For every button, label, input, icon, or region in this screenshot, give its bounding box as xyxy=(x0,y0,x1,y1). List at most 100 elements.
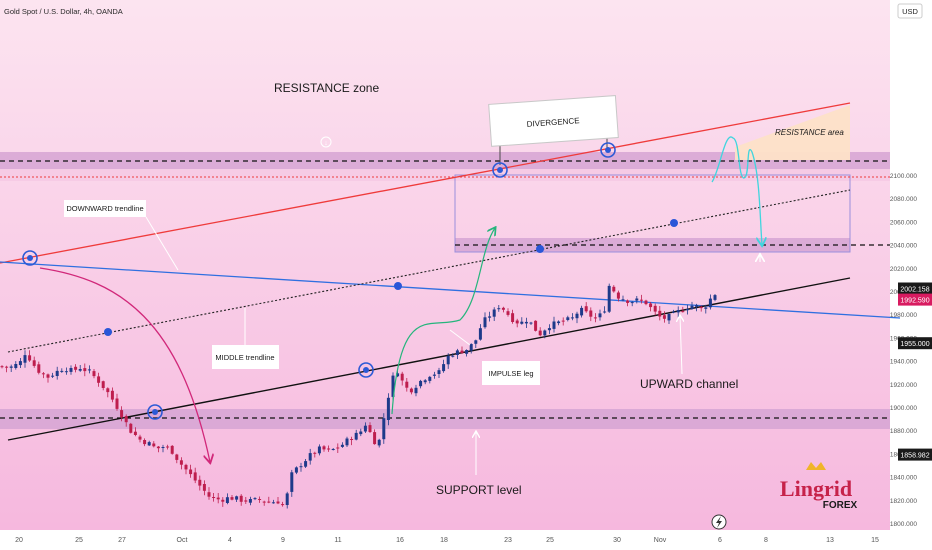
price-tags-group: 2002.158 1992.590 1955.000 1858.982 xyxy=(898,282,932,461)
candle-body xyxy=(377,439,381,446)
candle-body xyxy=(465,350,469,354)
x-tick-label: 20 xyxy=(15,537,23,544)
candle-body xyxy=(138,436,142,440)
x-tick-label: 13 xyxy=(826,537,834,544)
candle-body xyxy=(409,388,413,393)
x-tick-label: 8 xyxy=(764,537,768,544)
x-tick-label: Oct xyxy=(177,537,188,544)
pivot-dot-1 xyxy=(27,255,33,261)
crown-icon xyxy=(806,462,826,470)
candle-body xyxy=(193,472,197,481)
downward-trendline xyxy=(0,261,901,319)
upward-channel-label: UPWARD channel xyxy=(640,377,738,391)
y-tick-label: 2100.000 xyxy=(890,173,917,180)
candle-body xyxy=(5,366,9,368)
touch-dot-2 xyxy=(394,282,402,290)
candle-body xyxy=(147,442,151,446)
candle-body xyxy=(672,311,676,313)
candle-body xyxy=(235,496,239,500)
x-tick-label: 9 xyxy=(281,537,285,544)
candle-body xyxy=(133,431,137,435)
candle-body xyxy=(37,364,41,373)
time-axis-panel xyxy=(0,530,890,550)
channel-callout-line xyxy=(680,316,682,375)
candle-body xyxy=(248,499,252,503)
candle-body xyxy=(64,371,68,373)
resistance-area-box xyxy=(735,105,850,160)
candle-body xyxy=(400,373,404,381)
candle-body xyxy=(524,321,528,324)
candle-body xyxy=(262,501,266,503)
divergence-box xyxy=(488,95,619,147)
candle-body xyxy=(285,493,289,505)
candle-body xyxy=(561,320,565,322)
support-level-band xyxy=(0,409,890,429)
candle-body xyxy=(74,366,78,370)
touch-dot-1 xyxy=(104,328,112,336)
price-tag-bg xyxy=(898,282,932,295)
candle-body xyxy=(106,388,110,393)
candle-body xyxy=(520,321,524,324)
candle-body xyxy=(101,381,105,388)
price-tag-bg xyxy=(898,448,932,461)
candle-body xyxy=(97,376,101,383)
candle-body xyxy=(639,299,643,301)
candle-body xyxy=(221,499,225,502)
candle-body xyxy=(538,330,542,336)
candle-body xyxy=(474,340,478,344)
candle-body xyxy=(327,448,331,450)
pink-projection-arrow xyxy=(39,267,210,462)
candle-body xyxy=(189,469,193,475)
downward-trendline-box xyxy=(64,200,146,217)
candle-body xyxy=(304,461,308,467)
y-tick-label: 1820.000 xyxy=(890,498,917,505)
impulse-curve xyxy=(391,228,495,415)
candle-body xyxy=(423,380,427,383)
pivot-circle-1 xyxy=(22,250,38,266)
candle-body xyxy=(345,438,349,446)
candle-body xyxy=(152,443,156,447)
candle-body xyxy=(699,306,703,309)
candle-body xyxy=(363,425,367,432)
candle-body xyxy=(543,330,547,336)
x-tick-label: 18 xyxy=(440,537,448,544)
resistance-zone-lower xyxy=(0,169,890,181)
support-level-label: SUPPORT level xyxy=(436,483,522,497)
candle-body xyxy=(60,370,64,372)
pivot-circle-5 xyxy=(600,142,616,158)
x-tick-label: 25 xyxy=(546,537,554,544)
impulse-leg-label: IMPULSE leg xyxy=(488,369,533,378)
candle-body xyxy=(281,504,285,506)
y-tick-label: 2080.000 xyxy=(890,196,917,203)
y-tick-label: 1940.000 xyxy=(890,359,917,366)
candle-body xyxy=(570,317,574,319)
candle-body xyxy=(478,328,482,340)
pivot-circle-3 xyxy=(358,362,374,378)
x-tick-label: Nov xyxy=(654,537,667,544)
y-tick-label: 1800.000 xyxy=(890,521,917,528)
resistance-zone-label: RESISTANCE zone xyxy=(274,81,379,95)
candle-body xyxy=(124,416,128,423)
candle-body xyxy=(584,306,588,312)
candle-body xyxy=(212,497,216,498)
currency-button[interactable] xyxy=(897,3,923,19)
candle-body xyxy=(207,492,211,497)
candle-body xyxy=(483,317,487,328)
candle-body xyxy=(455,350,459,355)
price-tag-label: 1858.982 xyxy=(900,453,929,460)
candle-body xyxy=(547,328,551,331)
candle-body xyxy=(9,366,13,368)
candle-body xyxy=(428,376,432,381)
candle-body xyxy=(708,298,712,308)
plot-background xyxy=(0,0,890,530)
candle-body xyxy=(681,311,685,313)
candle-body xyxy=(331,449,335,450)
candle-body xyxy=(271,502,275,504)
x-tick-label: 25 xyxy=(75,537,83,544)
x-tick-label: 23 xyxy=(504,537,512,544)
candle-body xyxy=(41,373,45,375)
candle-body xyxy=(658,310,662,317)
candle-body xyxy=(630,302,634,304)
